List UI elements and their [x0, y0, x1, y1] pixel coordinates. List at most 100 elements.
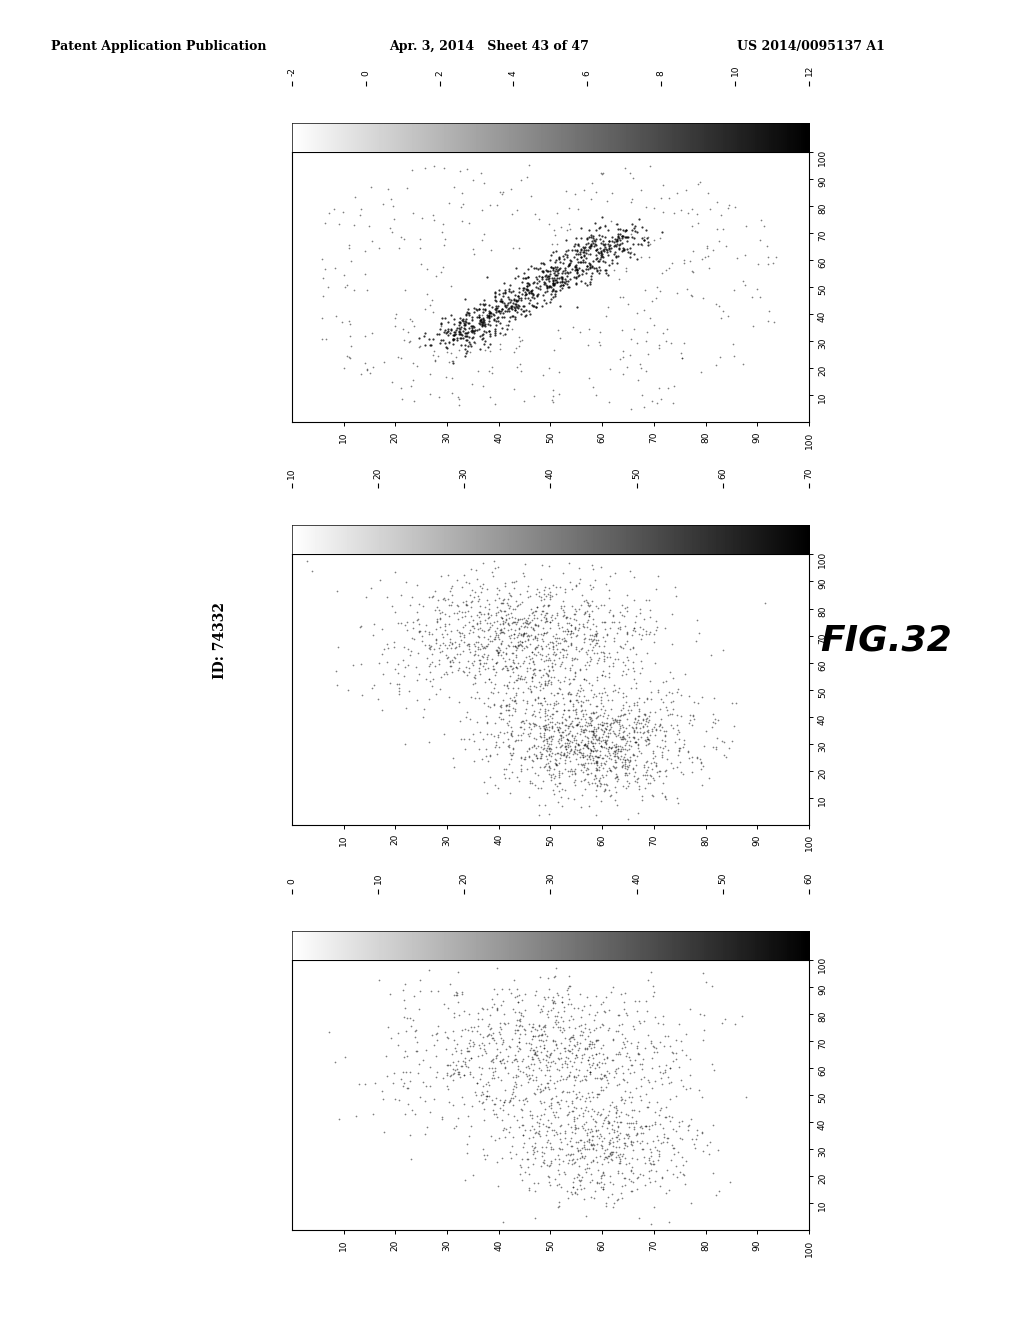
Point: [675, 764, 691, 785]
Point: [595, 643, 611, 664]
Point: [568, 1044, 585, 1065]
Point: [486, 289, 503, 310]
Point: [411, 643, 427, 664]
Point: [595, 1164, 611, 1185]
Point: [578, 719, 594, 741]
Point: [599, 1113, 615, 1134]
Point: [487, 318, 504, 339]
Point: [591, 1084, 607, 1105]
Point: [560, 263, 577, 284]
Point: [443, 381, 460, 403]
Point: [474, 1032, 490, 1053]
Point: [554, 1139, 570, 1160]
Point: [615, 224, 632, 246]
Point: [711, 1180, 727, 1201]
Point: [571, 558, 588, 579]
Point: [635, 1122, 651, 1143]
Point: [538, 1030, 554, 1051]
Point: [399, 1077, 416, 1098]
Point: [489, 636, 506, 657]
Point: [550, 260, 566, 281]
Point: [541, 1078, 557, 1100]
Point: [415, 1072, 431, 1093]
Point: [545, 1138, 561, 1159]
Point: [538, 717, 554, 738]
Point: [548, 690, 564, 711]
Point: [547, 774, 563, 795]
Point: [524, 651, 541, 672]
Point: [635, 717, 651, 738]
Point: [517, 288, 534, 309]
Point: [375, 194, 391, 215]
Point: [572, 721, 589, 742]
Point: [453, 729, 469, 750]
Point: [601, 780, 617, 801]
Point: [582, 708, 598, 729]
Point: [548, 693, 564, 714]
Point: [357, 586, 374, 607]
Point: [662, 1057, 678, 1078]
Point: [609, 642, 626, 663]
Point: [602, 759, 618, 780]
Point: [499, 759, 515, 780]
Point: [523, 1053, 540, 1074]
Point: [535, 1024, 551, 1045]
Point: [577, 627, 593, 648]
Point: [508, 612, 524, 634]
Point: [389, 673, 406, 694]
Point: [485, 694, 502, 715]
Point: [548, 1035, 564, 1056]
Point: [710, 191, 726, 213]
Point: [519, 758, 536, 779]
Point: [428, 1045, 444, 1067]
Point: [568, 609, 585, 630]
Point: [641, 1118, 657, 1139]
Point: [512, 609, 528, 630]
Point: [659, 378, 676, 399]
Point: [518, 612, 535, 634]
Point: [672, 752, 688, 774]
Point: [591, 636, 607, 657]
Point: [542, 1047, 558, 1068]
Point: [431, 387, 447, 408]
Point: [556, 737, 572, 758]
Point: [543, 276, 559, 297]
Point: [546, 684, 562, 705]
Point: [569, 680, 586, 701]
Point: [514, 1148, 530, 1170]
Point: [560, 715, 577, 737]
Point: [329, 675, 345, 696]
Point: [626, 218, 642, 239]
Point: [382, 1027, 398, 1048]
Point: [551, 766, 567, 787]
Point: [575, 754, 592, 775]
Point: [602, 717, 618, 738]
Point: [429, 609, 445, 630]
Point: [474, 230, 490, 251]
Point: [552, 717, 568, 738]
Point: [598, 1195, 614, 1216]
Point: [650, 378, 667, 399]
Point: [535, 252, 551, 273]
Point: [618, 1125, 635, 1146]
Point: [625, 619, 641, 640]
Point: [499, 675, 515, 696]
Point: [582, 1034, 598, 1055]
Point: [506, 635, 522, 656]
Point: [473, 636, 489, 657]
Point: [641, 623, 657, 644]
Point: [673, 706, 689, 727]
Point: [500, 594, 516, 615]
Point: [690, 174, 707, 195]
Point: [587, 635, 603, 656]
Point: [572, 659, 589, 680]
Point: [538, 264, 554, 285]
Point: [618, 1003, 635, 1024]
Point: [546, 759, 562, 780]
Point: [474, 315, 490, 337]
Point: [547, 1006, 563, 1027]
Point: [526, 663, 543, 684]
Point: [529, 293, 546, 314]
Point: [642, 234, 658, 255]
Point: [559, 1187, 575, 1208]
